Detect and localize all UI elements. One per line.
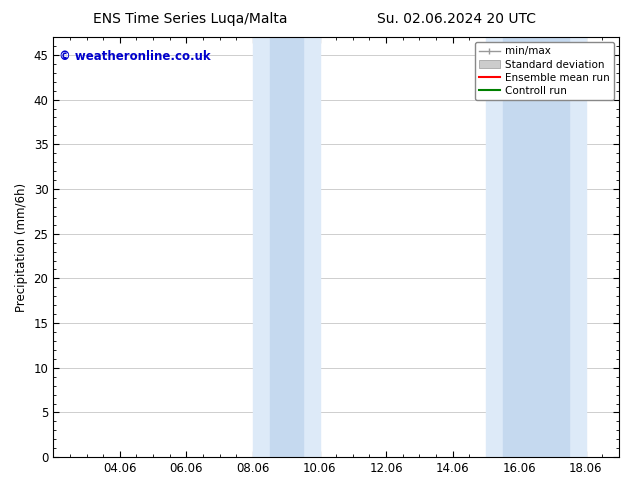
Text: Su. 02.06.2024 20 UTC: Su. 02.06.2024 20 UTC xyxy=(377,12,536,26)
Legend: min/max, Standard deviation, Ensemble mean run, Controll run: min/max, Standard deviation, Ensemble me… xyxy=(475,42,614,100)
Text: ENS Time Series Luqa/Malta: ENS Time Series Luqa/Malta xyxy=(93,12,287,26)
Text: © weatheronline.co.uk: © weatheronline.co.uk xyxy=(59,49,210,63)
Bar xyxy=(486,37,586,457)
Bar xyxy=(503,37,569,457)
Bar xyxy=(253,37,320,457)
Bar xyxy=(269,37,303,457)
Y-axis label: Precipitation (mm/6h): Precipitation (mm/6h) xyxy=(15,183,28,312)
